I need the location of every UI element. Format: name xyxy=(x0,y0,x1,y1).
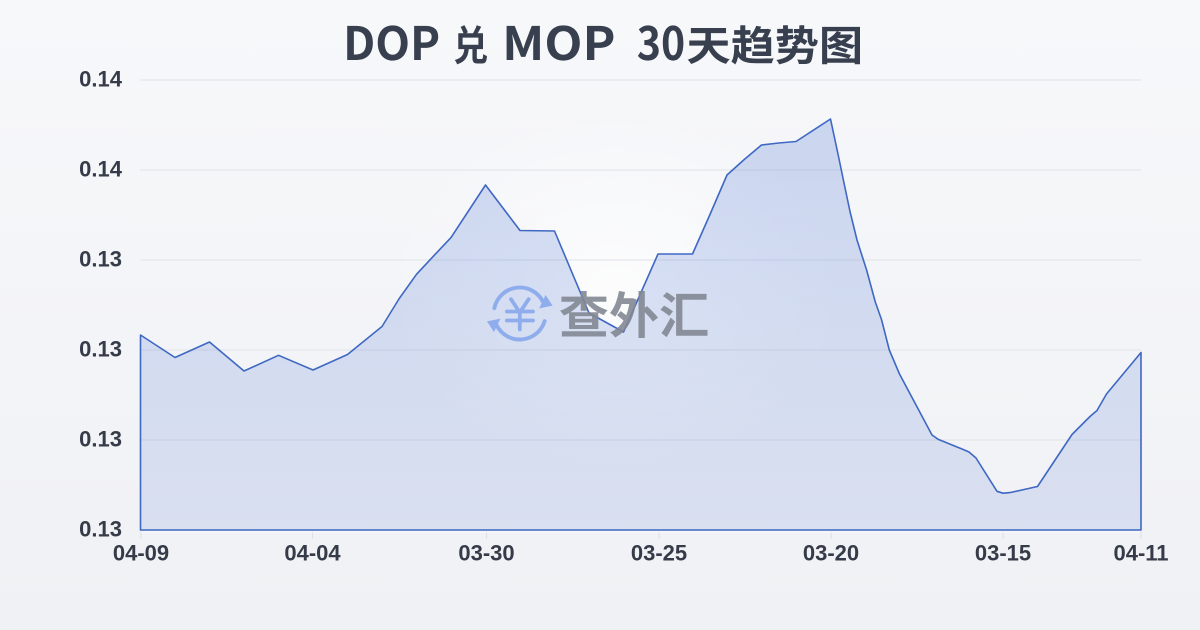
svg-text:0.13: 0.13 xyxy=(79,426,122,451)
svg-text:03-25: 03-25 xyxy=(631,541,687,566)
svg-text:03-15: 03-15 xyxy=(975,541,1031,566)
svg-text:03-20: 03-20 xyxy=(803,541,859,566)
svg-text:0.14: 0.14 xyxy=(79,66,123,91)
svg-text:0.13: 0.13 xyxy=(79,516,122,541)
svg-text:0.13: 0.13 xyxy=(79,336,122,361)
svg-text:04-11: 04-11 xyxy=(1113,541,1168,566)
svg-text:0.14: 0.14 xyxy=(79,156,123,181)
svg-text:03-30: 03-30 xyxy=(458,541,514,566)
svg-text:04-04: 04-04 xyxy=(284,541,341,566)
svg-text:04-09: 04-09 xyxy=(113,541,169,566)
svg-text:0.13: 0.13 xyxy=(79,246,122,271)
